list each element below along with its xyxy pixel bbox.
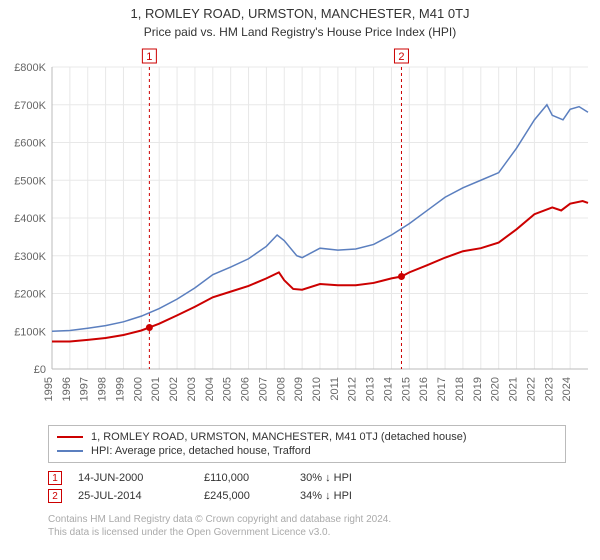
svg-text:£0: £0 [34, 364, 46, 376]
svg-text:1995: 1995 [43, 377, 55, 401]
sale-date: 25-JUL-2014 [78, 490, 188, 502]
svg-text:2021: 2021 [508, 377, 520, 401]
footer-line: Contains HM Land Registry data © Crown c… [48, 513, 566, 526]
svg-text:1999: 1999 [114, 377, 126, 401]
svg-text:£100K: £100K [14, 326, 46, 338]
sales-row: 1 14-JUN-2000 £110,000 30% ↓ HPI [48, 469, 566, 487]
svg-text:£300K: £300K [14, 251, 46, 263]
svg-text:2022: 2022 [525, 377, 537, 401]
sale-diff: 30% ↓ HPI [300, 472, 390, 484]
svg-text:1996: 1996 [61, 377, 73, 401]
legend-swatch [57, 450, 83, 452]
legend-label: 1, ROMLEY ROAD, URMSTON, MANCHESTER, M41… [91, 431, 467, 443]
svg-text:2000: 2000 [132, 377, 144, 401]
svg-text:2013: 2013 [365, 377, 377, 401]
svg-text:2003: 2003 [186, 377, 198, 401]
chart-subtitle: Price paid vs. HM Land Registry's House … [0, 25, 600, 39]
svg-text:£500K: £500K [14, 175, 46, 187]
svg-text:£700K: £700K [14, 100, 46, 112]
attribution-footer: Contains HM Land Registry data © Crown c… [48, 513, 566, 539]
svg-text:1: 1 [146, 51, 152, 63]
svg-text:£400K: £400K [14, 213, 46, 225]
svg-text:2019: 2019 [472, 377, 484, 401]
svg-text:£800K: £800K [14, 62, 46, 74]
sales-table: 1 14-JUN-2000 £110,000 30% ↓ HPI 2 25-JU… [48, 469, 566, 505]
legend-label: HPI: Average price, detached house, Traf… [91, 445, 311, 457]
legend-item-property: 1, ROMLEY ROAD, URMSTON, MANCHESTER, M41… [57, 430, 557, 444]
svg-text:2020: 2020 [490, 377, 502, 401]
svg-text:2010: 2010 [311, 377, 323, 401]
svg-text:1997: 1997 [79, 377, 91, 401]
svg-text:2008: 2008 [275, 377, 287, 401]
svg-text:2011: 2011 [329, 377, 341, 401]
sale-price: £245,000 [204, 490, 284, 502]
svg-text:2017: 2017 [436, 377, 448, 401]
sale-marker-icon: 2 [48, 489, 62, 503]
footer-line: This data is licensed under the Open Gov… [48, 526, 566, 539]
price-chart: £0 £100K £200K £300K £400K £500K £600K £700K £80… [0, 39, 600, 419]
svg-text:2002: 2002 [168, 377, 180, 401]
svg-text:2005: 2005 [222, 377, 234, 401]
chart-title-address: 1, ROMLEY ROAD, URMSTON, MANCHESTER, M41… [0, 6, 600, 21]
svg-text:£600K: £600K [14, 138, 46, 150]
sale-date: 14-JUN-2000 [78, 472, 188, 484]
legend-swatch [57, 436, 83, 438]
sales-row: 2 25-JUL-2014 £245,000 34% ↓ HPI [48, 487, 566, 505]
sale-marker-icon: 1 [48, 471, 62, 485]
svg-text:2016: 2016 [418, 377, 430, 401]
svg-text:2006: 2006 [240, 377, 252, 401]
svg-text:2001: 2001 [150, 377, 162, 401]
svg-text:2007: 2007 [257, 377, 269, 401]
svg-text:2024: 2024 [561, 377, 573, 401]
sale-price: £110,000 [204, 472, 284, 484]
svg-text:2004: 2004 [204, 377, 216, 401]
svg-text:2018: 2018 [454, 377, 466, 401]
sale-diff: 34% ↓ HPI [300, 490, 390, 502]
svg-text:2: 2 [398, 51, 404, 63]
legend-item-hpi: HPI: Average price, detached house, Traf… [57, 444, 557, 458]
svg-text:2009: 2009 [293, 377, 305, 401]
svg-text:2015: 2015 [400, 377, 412, 401]
legend: 1, ROMLEY ROAD, URMSTON, MANCHESTER, M41… [48, 425, 566, 463]
svg-text:£200K: £200K [14, 289, 46, 301]
svg-text:2012: 2012 [347, 377, 359, 401]
svg-text:1998: 1998 [97, 377, 109, 401]
svg-text:2023: 2023 [543, 377, 555, 401]
svg-text:2014: 2014 [382, 377, 394, 401]
